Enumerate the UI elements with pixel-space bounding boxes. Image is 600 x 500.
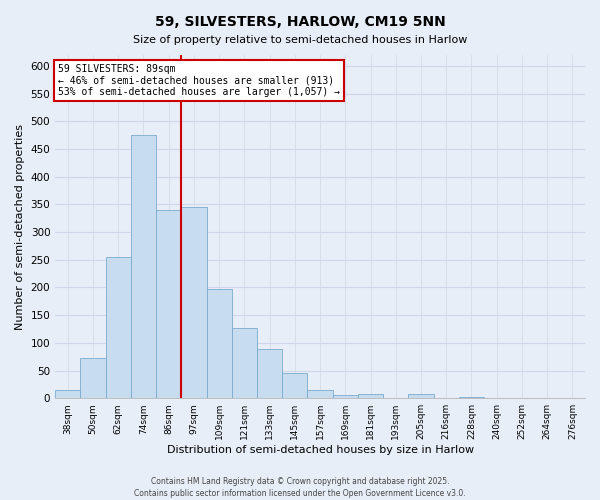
Bar	[232, 328, 257, 398]
Bar	[307, 390, 332, 398]
Text: Size of property relative to semi-detached houses in Harlow: Size of property relative to semi-detach…	[133, 35, 467, 45]
Bar	[80, 358, 106, 398]
Bar	[131, 136, 156, 398]
Text: 59, SILVESTERS, HARLOW, CM19 5NN: 59, SILVESTERS, HARLOW, CM19 5NN	[155, 15, 445, 29]
X-axis label: Distribution of semi-detached houses by size in Harlow: Distribution of semi-detached houses by …	[167, 445, 473, 455]
Bar	[358, 394, 383, 398]
Bar	[55, 390, 80, 398]
Bar	[409, 394, 434, 398]
Bar	[156, 210, 181, 398]
Bar	[181, 207, 206, 398]
Bar	[282, 372, 307, 398]
Bar	[106, 257, 131, 398]
Bar	[332, 395, 358, 398]
Y-axis label: Number of semi-detached properties: Number of semi-detached properties	[15, 124, 25, 330]
Bar	[257, 350, 282, 398]
Text: Contains HM Land Registry data © Crown copyright and database right 2025.
Contai: Contains HM Land Registry data © Crown c…	[134, 476, 466, 498]
Bar	[459, 396, 484, 398]
Text: 59 SILVESTERS: 89sqm
← 46% of semi-detached houses are smaller (913)
53% of semi: 59 SILVESTERS: 89sqm ← 46% of semi-detac…	[58, 64, 340, 97]
Bar	[206, 289, 232, 398]
